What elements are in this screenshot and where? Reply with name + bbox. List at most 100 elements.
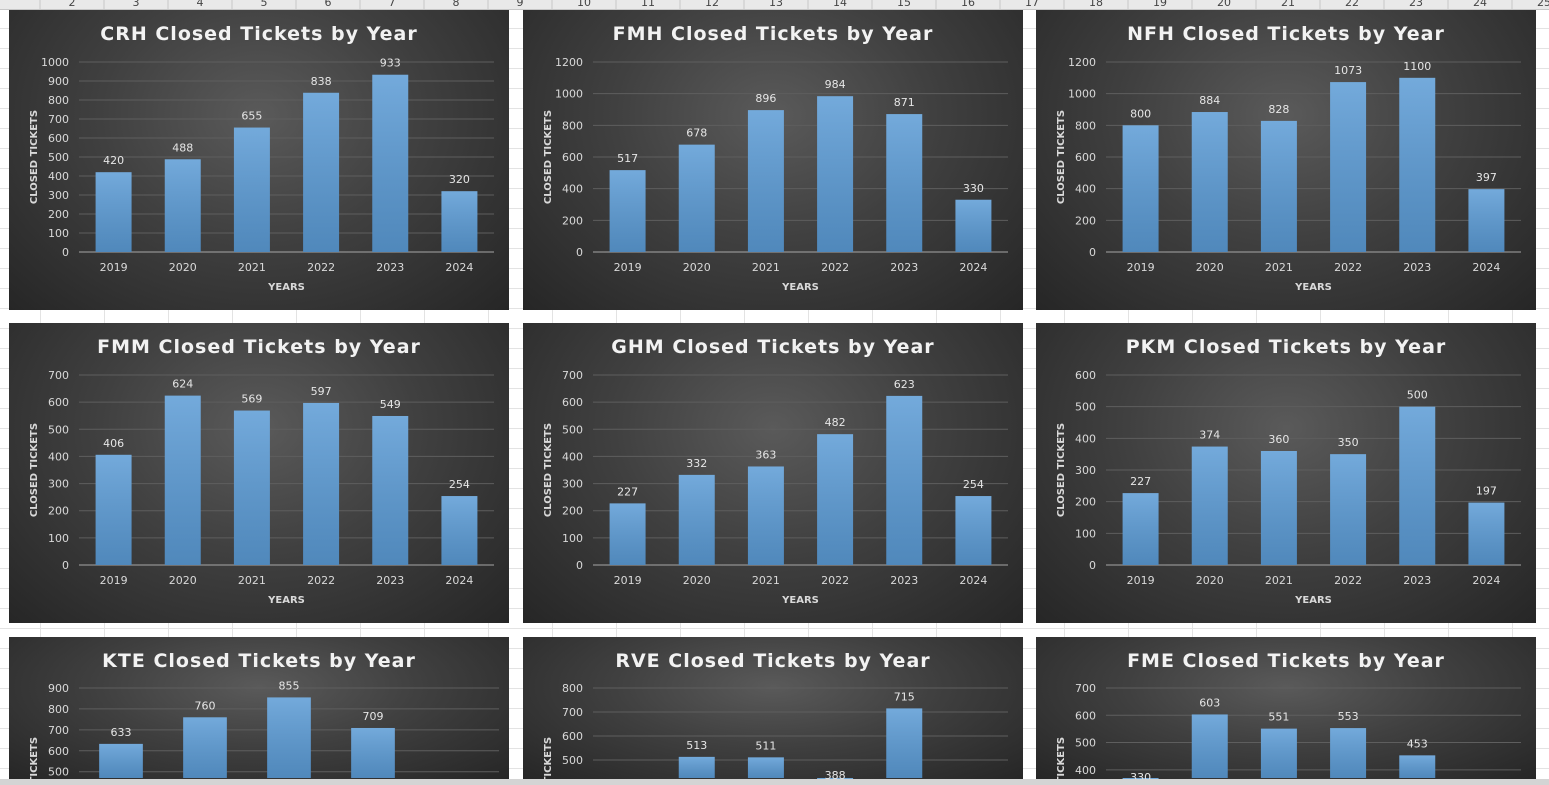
column-header: 3 xyxy=(133,0,140,9)
chart-svg: KTE Closed Tickets by Year 500 600 700 800 90… xyxy=(29,650,499,779)
column-header: 6 xyxy=(325,0,332,9)
y-tick-label: 700 xyxy=(48,369,69,382)
bar-shade xyxy=(1191,714,1228,778)
column-header: 4 xyxy=(197,0,204,9)
y-tick-label: 100 xyxy=(562,532,583,545)
bar-shade xyxy=(1399,755,1436,778)
chart: RVE Closed Tickets by Year 500 600 700 800 CL… xyxy=(523,637,1023,779)
chart-svg: FME Closed Tickets by Year 400 500 600 700 CL… xyxy=(1056,650,1521,779)
y-tick-label: 700 xyxy=(48,113,69,126)
x-tick-label: 2024 xyxy=(959,261,987,274)
x-axis-title: YEARS xyxy=(1294,282,1332,293)
y-tick-label: 1200 xyxy=(1068,56,1096,69)
column-header: 9 xyxy=(517,0,524,9)
y-tick-label: 400 xyxy=(1075,764,1096,777)
column-header: 16 xyxy=(961,0,975,9)
y-tick-label: 500 xyxy=(1075,401,1096,414)
y-tick-label: 700 xyxy=(562,369,583,382)
bar-shade xyxy=(303,92,340,252)
y-axis-title: CLOSED TICKETS xyxy=(543,110,554,204)
bar-shade xyxy=(441,496,478,565)
y-tick-label: 500 xyxy=(562,754,583,767)
chart: GHM Closed Tickets by Year 0 100 200 300 400 5… xyxy=(523,323,1023,623)
y-tick-label: 1000 xyxy=(555,88,583,101)
chart-svg: GHM Closed Tickets by Year 0 100 200 300 400 5… xyxy=(543,336,1008,606)
y-tick-label: 200 xyxy=(562,214,583,227)
data-label: 254 xyxy=(963,478,984,491)
y-tick-label: 1000 xyxy=(41,56,69,69)
column-header: 7 xyxy=(389,0,396,9)
data-label: 320 xyxy=(449,173,470,186)
y-tick-label: 700 xyxy=(562,706,583,719)
x-tick-label: 2021 xyxy=(752,574,780,587)
y-tick-label: 400 xyxy=(48,450,69,463)
x-tick-label: 2023 xyxy=(376,261,404,274)
x-tick-label: 2021 xyxy=(238,261,266,274)
x-tick-label: 2019 xyxy=(100,574,128,587)
chart-title: KTE Closed Tickets by Year xyxy=(102,650,416,672)
bar-shade xyxy=(747,757,784,778)
data-label: 374 xyxy=(1199,429,1220,442)
bar-shade xyxy=(1122,778,1159,779)
chart-svg: PKM Closed Tickets by Year 0 100 200 300 400 5… xyxy=(1056,336,1521,606)
bar-shade xyxy=(1260,451,1297,565)
bar-shade xyxy=(1330,82,1367,252)
y-tick-label: 600 xyxy=(48,745,69,758)
bar-shade xyxy=(372,415,409,565)
y-tick-label: 400 xyxy=(1075,432,1096,445)
y-tick-label: 600 xyxy=(1075,709,1096,722)
data-label: 388 xyxy=(825,769,846,779)
data-label: 517 xyxy=(617,152,638,165)
column-header-bar: 2345678910111213141516171819202122232425 xyxy=(0,0,1549,10)
y-tick-label: 600 xyxy=(562,151,583,164)
column-header: 13 xyxy=(769,0,783,9)
data-label: 896 xyxy=(755,92,776,105)
y-tick-label: 0 xyxy=(62,559,69,572)
data-label: 482 xyxy=(825,416,846,429)
column-header: 15 xyxy=(897,0,911,9)
x-tick-label: 2021 xyxy=(238,574,266,587)
data-label: 800 xyxy=(1130,107,1151,120)
x-tick-label: 2020 xyxy=(1196,261,1224,274)
y-tick-label: 700 xyxy=(1075,682,1096,695)
data-label: 709 xyxy=(363,710,384,723)
x-tick-label: 2024 xyxy=(1472,261,1500,274)
bar-shade xyxy=(1330,454,1367,565)
chart-title: NFH Closed Tickets by Year xyxy=(1127,23,1445,45)
chart-svg: FMM Closed Tickets by Year 0 100 200 300 400 5… xyxy=(29,336,494,606)
y-tick-label: 100 xyxy=(48,532,69,545)
data-label: 871 xyxy=(894,96,915,109)
data-label: 420 xyxy=(103,154,124,167)
bar-shade xyxy=(164,159,201,252)
bar-shade xyxy=(1468,502,1505,565)
x-tick-label: 2021 xyxy=(1265,261,1293,274)
y-tick-label: 800 xyxy=(1075,119,1096,132)
y-tick-label: 800 xyxy=(562,119,583,132)
data-label: 633 xyxy=(111,726,132,739)
bar-shade xyxy=(1330,728,1367,778)
y-tick-label: 600 xyxy=(1075,151,1096,164)
status-strip xyxy=(0,779,1549,785)
y-tick-label: 700 xyxy=(48,724,69,737)
y-tick-label: 400 xyxy=(48,170,69,183)
data-label: 623 xyxy=(894,378,915,391)
y-axis-title: CLOSED TICKETS xyxy=(1056,110,1067,204)
bar-shade xyxy=(678,144,715,252)
bar-shade xyxy=(886,395,923,565)
y-tick-label: 400 xyxy=(562,450,583,463)
data-label: 254 xyxy=(449,478,470,491)
x-tick-label: 2020 xyxy=(169,574,197,587)
data-label: 715 xyxy=(894,690,915,703)
y-tick-label: 1000 xyxy=(1068,88,1096,101)
bar-shade xyxy=(1191,446,1228,565)
chart-svg: NFH Closed Tickets by Year 0 200 400 600 800 1… xyxy=(1056,23,1521,293)
y-tick-label: 600 xyxy=(1075,369,1096,382)
column-header: 2 xyxy=(69,0,76,9)
data-label: 397 xyxy=(1476,171,1497,184)
data-label: 227 xyxy=(1130,475,1151,488)
chart-title: FME Closed Tickets by Year xyxy=(1127,650,1445,672)
data-label: 513 xyxy=(686,739,707,752)
x-axis-title: YEARS xyxy=(267,282,305,293)
bar-shade xyxy=(678,756,715,778)
data-label: 884 xyxy=(1199,94,1220,107)
